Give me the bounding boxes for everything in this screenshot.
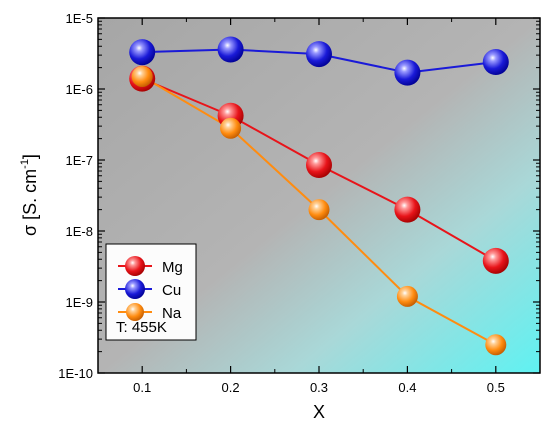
data-point-na [396,285,418,307]
y-axis-title-main: σ [S. cm [20,169,40,236]
y-axis-title-close: ] [20,154,40,159]
data-point-cu [394,59,421,86]
legend: Mg Cu Na T: 455K [105,243,197,341]
y-tick-labels: 1E-10 1E-9 1E-8 1E-7 1E-6 1E-5 [58,11,93,381]
plot-frame [97,17,541,374]
x-tick-label: 0.5 [487,380,505,395]
y-tick-label: 1E-9 [66,295,93,310]
legend-label-na: Na [162,305,182,322]
legend-marker-na [126,303,144,321]
series-points [129,36,509,356]
x-tick-label: 0.1 [133,380,151,395]
data-point-na [131,65,153,87]
legend-note: T: 455K [116,319,167,336]
y-tick-label: 1E-5 [66,11,93,26]
data-point-cu [129,39,156,66]
legend-items: Mg Cu Na [118,256,183,322]
y-tick-label: 1E-8 [66,224,93,239]
y-tick-label: 1E-10 [58,366,93,381]
data-point-cu [482,49,509,76]
data-point-na [308,199,330,221]
legend-marker-mg [125,256,145,276]
y-axis-title: σ [S. cm-1] [19,154,40,236]
x-tick-label: 0.4 [398,380,416,395]
data-point-na [220,117,242,139]
data-point-mg [482,247,509,274]
y-axis-title-sup: -1 [19,159,31,169]
x-tick-labels: 0.1 0.2 0.3 0.4 0.5 [133,380,505,395]
legend-marker-cu [125,279,145,299]
x-tick-label: 0.2 [222,380,240,395]
legend-label-mg: Mg [162,259,183,276]
legend-label-cu: Cu [162,282,181,299]
legend-box [105,243,197,341]
data-point-cu [306,41,332,68]
y-tick-label: 1E-7 [66,153,93,168]
x-tick-label: 0.3 [310,380,328,395]
data-point-cu [217,36,244,63]
y-tick-label: 1E-6 [66,82,93,97]
x-axis-title: X [313,402,325,422]
data-point-na [485,334,507,356]
data-point-mg [306,152,332,179]
data-point-mg [394,196,421,223]
